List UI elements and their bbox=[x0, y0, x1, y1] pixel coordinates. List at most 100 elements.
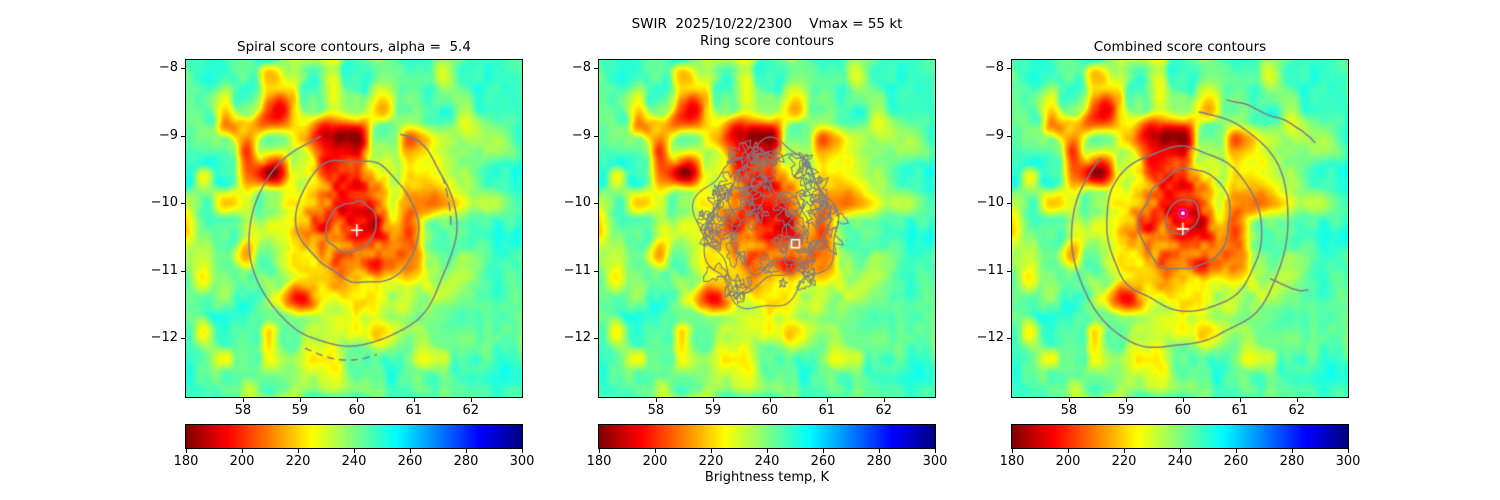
x-tick bbox=[1182, 398, 1184, 402]
colorbar-tick bbox=[354, 449, 355, 453]
y-tick bbox=[181, 338, 185, 340]
figure-suptitle: SWIR 2025/10/22/2300 Vmax = 55 kt bbox=[631, 16, 903, 32]
colorbar-tick-label: 180 bbox=[999, 454, 1025, 469]
colorbar-tick bbox=[711, 449, 712, 453]
y-tick bbox=[594, 68, 598, 70]
x-tick-label: 62 bbox=[1288, 403, 1306, 418]
colorbar-tick-label: 240 bbox=[1167, 454, 1193, 469]
y-tick-label: −11 bbox=[976, 262, 1004, 278]
y-tick bbox=[1007, 338, 1011, 340]
colorbar-tick bbox=[879, 449, 880, 453]
colorbar-tick bbox=[655, 449, 656, 453]
colorbar-tick-label: 280 bbox=[453, 454, 479, 469]
heatmap-combined bbox=[1011, 59, 1349, 398]
colorbar-tick bbox=[823, 449, 824, 453]
colorbar-tick-label: 180 bbox=[173, 454, 199, 469]
colorbar-tick-label: 260 bbox=[810, 454, 836, 469]
x-tick-label: 59 bbox=[291, 403, 309, 418]
heatmap-spiral bbox=[185, 59, 523, 398]
colorbar-tick-label: 300 bbox=[922, 454, 948, 469]
x-tick bbox=[769, 398, 771, 402]
colorbar-tick-label: 240 bbox=[341, 454, 367, 469]
x-tick bbox=[413, 398, 415, 402]
y-tick-label: −12 bbox=[150, 330, 178, 346]
colorbar-spiral bbox=[185, 424, 523, 449]
x-tick-label: 60 bbox=[1174, 403, 1192, 418]
colorbar-tick-label: 300 bbox=[509, 454, 535, 469]
colorbar-tick bbox=[522, 449, 523, 453]
x-tick-label: 60 bbox=[761, 403, 779, 418]
colorbar-tick bbox=[410, 449, 411, 453]
y-tick bbox=[181, 135, 185, 137]
x-tick bbox=[299, 398, 301, 402]
colorbar-tick bbox=[767, 449, 768, 453]
colorbar-tick-label: 180 bbox=[586, 454, 612, 469]
colorbar-tick bbox=[1236, 449, 1237, 453]
colorbar-tick-label: 220 bbox=[1111, 454, 1137, 469]
colorbar-tick bbox=[1068, 449, 1069, 453]
colorbar-tick bbox=[298, 449, 299, 453]
colorbar-tick-label: 240 bbox=[754, 454, 780, 469]
heatmap-ring bbox=[598, 59, 936, 398]
colorbar-tick-label: 260 bbox=[397, 454, 423, 469]
colorbar-tick bbox=[466, 449, 467, 453]
colorbar-tick bbox=[1180, 449, 1181, 453]
colorbar-ring bbox=[598, 424, 936, 449]
colorbar-tick bbox=[1012, 449, 1013, 453]
x-tick-label: 62 bbox=[462, 403, 480, 418]
colorbar-tick-label: 200 bbox=[642, 454, 668, 469]
panel-title-combined: Combined score contours bbox=[1093, 39, 1267, 55]
x-tick bbox=[655, 398, 657, 402]
x-tick-label: 58 bbox=[647, 403, 665, 418]
x-tick-label: 60 bbox=[348, 403, 366, 418]
y-tick-label: −11 bbox=[563, 262, 591, 278]
x-tick bbox=[1125, 398, 1127, 402]
y-tick-label: −12 bbox=[976, 330, 1004, 346]
y-tick-label: −9 bbox=[984, 127, 1004, 143]
x-tick bbox=[1068, 398, 1070, 402]
y-tick bbox=[594, 338, 598, 340]
y-tick-label: −8 bbox=[158, 60, 178, 76]
y-tick bbox=[181, 68, 185, 70]
colorbar-tick-label: 220 bbox=[698, 454, 724, 469]
x-tick bbox=[712, 398, 714, 402]
y-tick bbox=[181, 270, 185, 272]
y-tick-label: −11 bbox=[150, 262, 178, 278]
x-tick-label: 61 bbox=[1231, 403, 1249, 418]
colorbar-combined bbox=[1011, 424, 1349, 449]
y-tick-label: −10 bbox=[563, 195, 591, 211]
y-tick-label: −10 bbox=[976, 195, 1004, 211]
x-tick-label: 58 bbox=[1060, 403, 1078, 418]
x-tick bbox=[1296, 398, 1298, 402]
colorbar-tick bbox=[599, 449, 600, 453]
colorbar-tick bbox=[242, 449, 243, 453]
colorbar-tick-label: 260 bbox=[1223, 454, 1249, 469]
panel-title-ring: Ring score contours bbox=[699, 33, 835, 49]
x-tick-label: 62 bbox=[875, 403, 893, 418]
y-tick bbox=[181, 203, 185, 205]
y-tick bbox=[1007, 68, 1011, 70]
y-tick bbox=[1007, 135, 1011, 137]
y-tick-label: −9 bbox=[158, 127, 178, 143]
colorbar-tick bbox=[935, 449, 936, 453]
x-tick bbox=[1239, 398, 1241, 402]
x-tick-label: 59 bbox=[1117, 403, 1135, 418]
colorbar-tick-label: 200 bbox=[1055, 454, 1081, 469]
y-tick bbox=[1007, 270, 1011, 272]
x-tick-label: 58 bbox=[234, 403, 252, 418]
panel-title-spiral: Spiral score contours, alpha = 5.4 bbox=[237, 39, 471, 55]
x-tick bbox=[826, 398, 828, 402]
y-tick-label: −8 bbox=[984, 60, 1004, 76]
y-tick-label: −8 bbox=[571, 60, 591, 76]
x-tick bbox=[242, 398, 244, 402]
colorbar-tick bbox=[1348, 449, 1349, 453]
colorbar-tick-label: 280 bbox=[1279, 454, 1305, 469]
y-tick-label: −10 bbox=[150, 195, 178, 211]
x-tick bbox=[356, 398, 358, 402]
colorbar-tick-label: 220 bbox=[285, 454, 311, 469]
colorbar-tick-label: 280 bbox=[866, 454, 892, 469]
x-tick-label: 61 bbox=[405, 403, 423, 418]
colorbar-axis-label: Brightness temp, K bbox=[704, 470, 830, 485]
y-tick-label: −12 bbox=[563, 330, 591, 346]
